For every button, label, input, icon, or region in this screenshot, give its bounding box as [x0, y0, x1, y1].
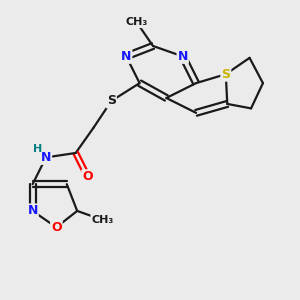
- Text: CH₃: CH₃: [91, 215, 114, 225]
- Text: N: N: [41, 151, 51, 164]
- Text: CH₃: CH₃: [125, 17, 148, 27]
- Text: N: N: [178, 50, 188, 63]
- Text: O: O: [82, 170, 93, 183]
- Text: O: O: [51, 221, 62, 234]
- Text: N: N: [27, 204, 38, 218]
- Text: S: S: [221, 68, 230, 81]
- Text: S: S: [107, 94, 116, 107]
- Text: H: H: [33, 144, 42, 154]
- Text: N: N: [121, 50, 131, 63]
